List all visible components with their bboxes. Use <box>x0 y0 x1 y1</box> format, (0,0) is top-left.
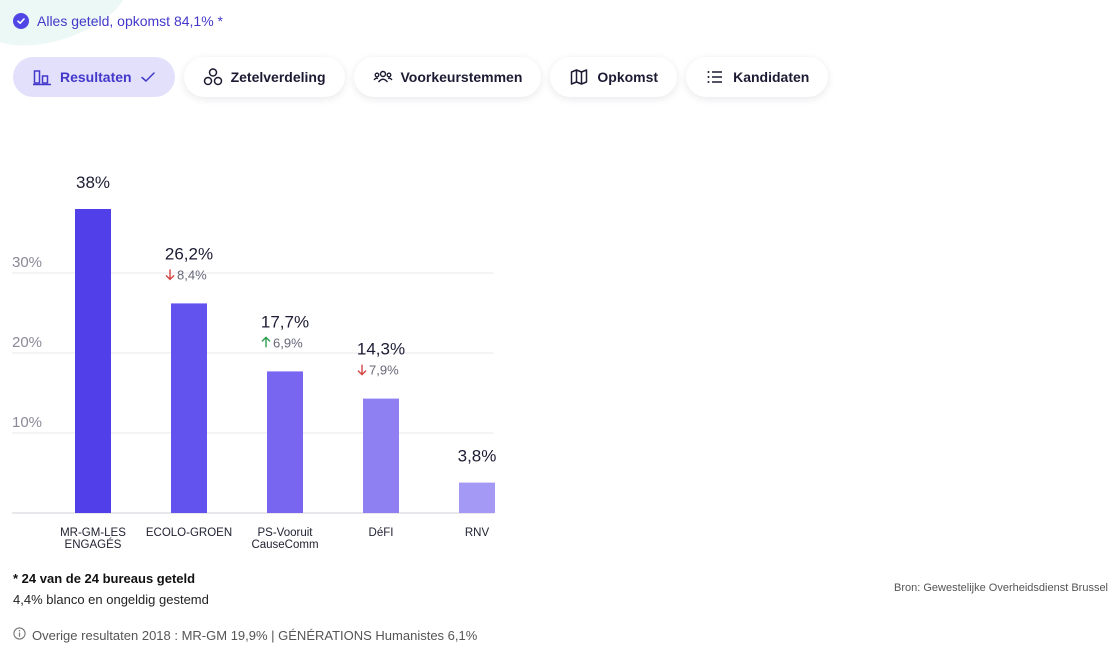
y-tick-label: 10% <box>12 414 42 431</box>
value-label: 3,8% <box>458 447 497 466</box>
bar-chart-icon <box>32 67 52 87</box>
tab-voorkeurstemmen[interactable]: Voorkeurstemmen <box>353 57 542 97</box>
people-icon <box>372 67 393 87</box>
arrow-down-icon <box>357 364 367 376</box>
value-label: 26,2% <box>165 244 213 263</box>
value-label: 38% <box>76 173 110 192</box>
status-text: Alles geteld, opkomst 84,1% * <box>37 13 223 29</box>
count-status: Alles geteld, opkomst 84,1% * <box>13 13 223 29</box>
tab-label: Voorkeurstemmen <box>400 69 523 85</box>
bar <box>459 482 495 513</box>
decorative-blob <box>0 0 138 62</box>
tab-opkomst[interactable]: Opkomst <box>550 57 678 97</box>
bar <box>171 303 207 513</box>
seats-icon <box>203 67 223 87</box>
info-icon <box>13 627 26 643</box>
source-note: Bron: Gewestelijke Overheidsdienst Bruss… <box>894 582 1108 594</box>
category-label: PS-Vooruit <box>258 527 314 539</box>
bar <box>267 371 303 513</box>
y-tick-label: 30% <box>12 254 42 271</box>
change-label: 6,9% <box>273 335 303 350</box>
tab-kandidaten[interactable]: Kandidaten <box>686 57 829 97</box>
category-label: RNV <box>465 527 490 539</box>
arrow-up-icon <box>261 336 271 348</box>
blank-votes-note: 4,4% blanco en ongeldig gestemd <box>13 592 209 607</box>
tab-zetelverdeling[interactable]: Zetelverdeling <box>183 57 345 97</box>
previous-results-text: Overige resultaten 2018 : MR-GM 19,9% | … <box>32 627 478 643</box>
tab-bar: Resultaten Zetelverdeling Voorkeurstemme… <box>13 57 829 97</box>
bar <box>363 398 399 513</box>
tab-label: Opkomst <box>597 69 659 85</box>
bureaus-footnote: * 24 van de 24 bureaus geteld <box>13 571 196 586</box>
value-label: 17,7% <box>261 312 309 331</box>
bar <box>75 209 111 513</box>
tab-label: Zetelverdeling <box>230 69 326 85</box>
change-label: 7,9% <box>369 363 399 378</box>
list-icon <box>705 67 725 87</box>
check-circle-icon <box>13 13 29 29</box>
category-label: ENGAGÉS <box>65 538 122 551</box>
category-label: CauseComm <box>251 539 318 551</box>
arrow-down-icon <box>165 269 175 281</box>
previous-results: Overige resultaten 2018 : MR-GM 19,9% | … <box>13 627 477 643</box>
category-label: ECOLO-GROEN <box>146 527 232 539</box>
checkmark-icon <box>140 69 156 85</box>
tab-label: Resultaten <box>60 69 132 85</box>
change-label: 8,4% <box>177 267 207 282</box>
tab-resultaten[interactable]: Resultaten <box>13 57 175 97</box>
results-bar-chart: 10% 20% 30% 38% MR-GM-LES ENGAGÉS 26,2% 8,4% ECO… <box>0 150 520 560</box>
map-icon <box>569 67 589 87</box>
category-label: DéFI <box>369 527 394 539</box>
tab-label: Kandidaten <box>733 69 810 85</box>
y-tick-label: 20% <box>12 334 42 351</box>
value-label: 14,3% <box>357 340 405 359</box>
category-label: MR-GM-LES <box>60 527 126 539</box>
